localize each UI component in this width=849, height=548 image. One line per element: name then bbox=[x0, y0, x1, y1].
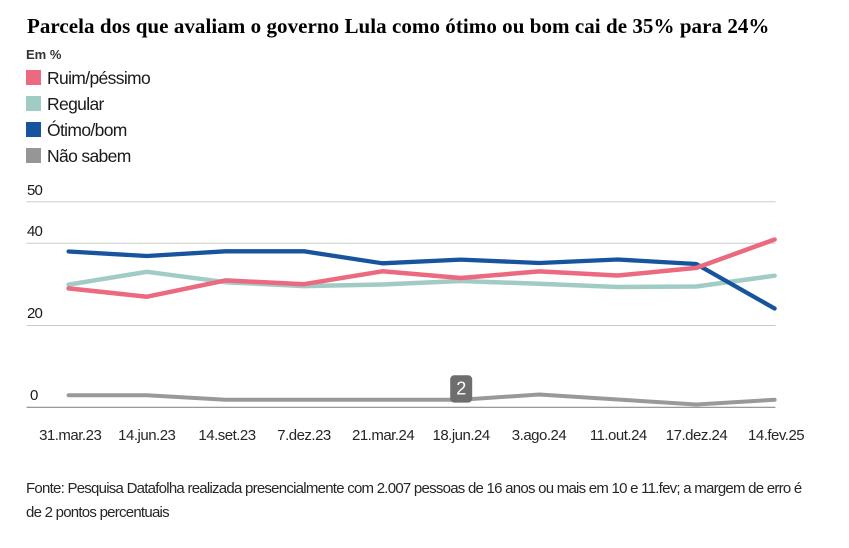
svg-text:2: 2 bbox=[456, 378, 466, 398]
